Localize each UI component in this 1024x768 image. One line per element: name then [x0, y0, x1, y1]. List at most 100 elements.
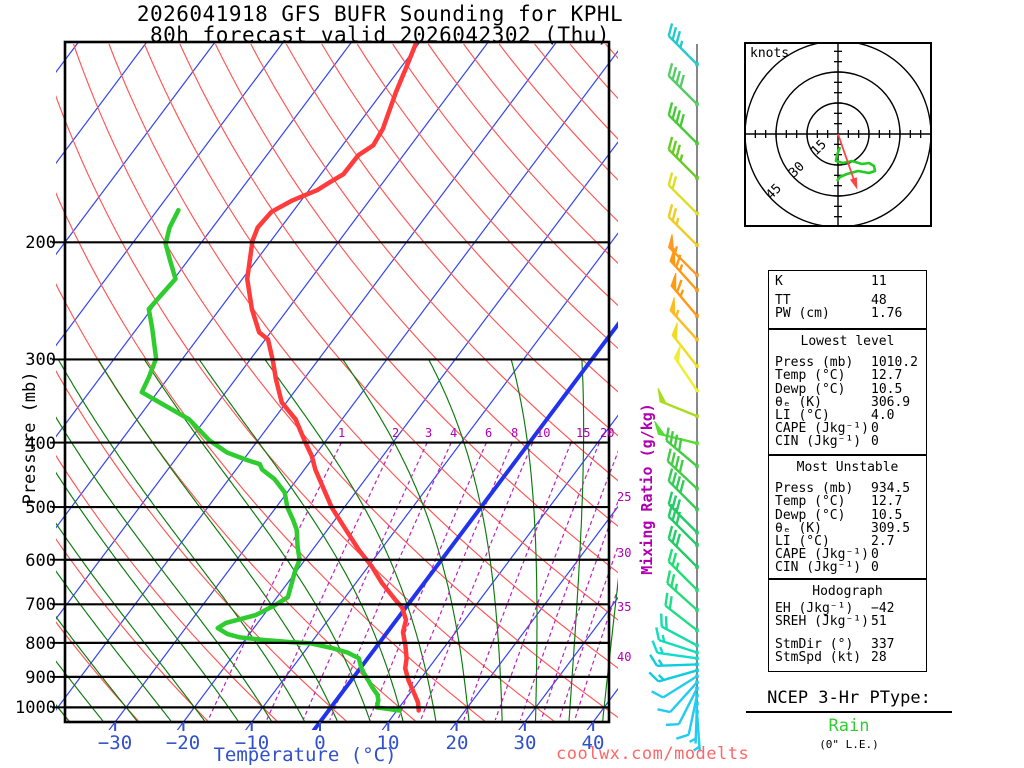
dry-adiabat-line — [56, 454, 280, 724]
stat-row: LI (°C) 2.7 — [775, 535, 926, 548]
plot-border — [63, 40, 611, 724]
stat-label: CAPE (Jkg⁻¹) — [775, 421, 869, 437]
stat-row: Press (mb) 934.5 — [775, 482, 926, 495]
mixing-ratio-line — [540, 499, 618, 721]
isotherm-line — [0, 42, 10, 736]
wind-barb — [670, 272, 699, 318]
stat-label: CIN (Jkg⁻¹) — [775, 434, 862, 450]
mixing-ratio-line — [463, 442, 572, 721]
stat-row: Temp (°C) 12.7 — [775, 369, 926, 382]
stat-value: 0 — [871, 547, 879, 563]
ptype-liquid-equivalent: (0" L.E.) — [819, 738, 879, 751]
isotherm-line — [381, 414, 618, 730]
stat-row: K 11 — [775, 275, 926, 288]
mixing-ratio-label: 6 — [485, 426, 493, 440]
hodograph-units-label: knots — [750, 46, 790, 61]
chart-subtitle: 80h forecast valid 2026042302 (Thu) — [149, 23, 610, 47]
wind-barb — [667, 491, 699, 535]
wind-barb — [664, 592, 699, 633]
wind-barb — [667, 468, 699, 512]
wind-barb — [665, 686, 699, 727]
stat-value: 48 — [871, 293, 887, 309]
stat-value: 0 — [871, 560, 879, 576]
pressure-tick-label: 300 — [25, 350, 56, 370]
stat-row: PW (cm) 1.76 — [775, 307, 926, 320]
isotherm-line — [56, 42, 421, 529]
mixing-ratio-label: 35 — [617, 600, 632, 614]
wind-barb — [666, 448, 699, 491]
stat-value: 1.76 — [871, 306, 903, 322]
stat-value: 0 — [871, 434, 879, 450]
storm-motion-arrow — [837, 133, 856, 184]
dry-adiabat-line — [56, 370, 349, 724]
stat-value: 0 — [871, 421, 879, 437]
stat-label: LI (°C) — [775, 408, 830, 424]
wind-barb — [667, 503, 699, 547]
moist-adiabat-line — [510, 359, 538, 722]
stat-label: CAPE (Jkg⁻¹) — [775, 547, 869, 563]
wind-barb — [669, 247, 699, 292]
dry-adiabat-line — [214, 43, 618, 527]
dry-adiabat-line — [392, 43, 618, 307]
isotherm-line — [56, 42, 557, 711]
wind-barb — [667, 548, 699, 592]
temperature-tick-label: 10 — [376, 732, 400, 754]
wind-barb — [667, 63, 699, 106]
dry-adiabat-line — [356, 43, 618, 350]
stat-label: Press (mb) — [775, 355, 854, 371]
wind-barb — [648, 668, 699, 683]
dry-adiabat-line — [463, 43, 618, 223]
stat-row: StmSpd (kt) 28 — [775, 651, 926, 664]
stat-value: 337 — [871, 636, 895, 652]
temperature-axis-label: Temperature (°C) — [213, 744, 397, 766]
isotherm-line — [56, 42, 489, 620]
dry-adiabat-line — [498, 43, 618, 181]
stat-row: Dewp (°C) 10.5 — [775, 382, 926, 395]
stat-label: TT — [775, 293, 791, 309]
moist-adiabat-line — [56, 522, 206, 723]
chart-title: 2026041918 GFS BUFR Sounding for KPHL — [136, 2, 624, 26]
mixing-ratio-label: 10 — [536, 426, 551, 440]
stat-row: StmDir (°) 337 — [775, 636, 926, 652]
pressure-tick-label: 1000 — [15, 698, 56, 718]
wind-barb — [692, 709, 701, 752]
stat-row: Dewp (°C) 10.5 — [775, 508, 926, 521]
isotherm-line — [176, 141, 618, 730]
temperature-tick-label: −30 — [97, 732, 133, 754]
temperature-tick-label: 0 — [314, 732, 326, 754]
stat-row: CAPE (Jkg⁻¹) 0 — [775, 422, 926, 435]
isotherm-line — [56, 42, 353, 438]
stat-value: 2.7 — [871, 534, 895, 550]
wind-barb — [649, 654, 699, 668]
mixing-ratio-label: 2 — [392, 426, 400, 440]
ptype-value: Rain — [828, 716, 870, 736]
mixing-ratio-line — [368, 442, 487, 721]
wind-barb — [657, 388, 699, 418]
most-unstable-box: Most Unstable Press (mb) 934.5 Temp (°C) 12… — [768, 455, 927, 579]
stat-value: 11 — [871, 274, 887, 289]
temperature-tick-label: −20 — [165, 732, 201, 754]
stat-row: TT 48 — [775, 294, 926, 307]
lowest-level-title: Lowest level — [800, 334, 895, 349]
wind-barb — [673, 345, 699, 393]
mixing-ratio-label: 20 — [600, 426, 615, 440]
wind-barb — [669, 297, 699, 342]
isotherm-line — [56, 42, 216, 256]
stat-label: Temp (°C) — [775, 494, 846, 510]
isotherm-line — [108, 50, 618, 730]
dry-adiabat-line — [56, 94, 557, 724]
stat-row: LI (°C) 4.0 — [775, 409, 926, 422]
mixing-ratio-line — [207, 442, 342, 721]
wind-barb — [667, 172, 699, 216]
stat-label: LI (°C) — [775, 534, 830, 550]
mixing-ratio-line — [420, 442, 534, 721]
wind-barb — [651, 640, 699, 661]
mixing-ratio-label: 15 — [576, 426, 591, 440]
stat-value: 12.7 — [871, 494, 903, 510]
pressure-tick-label: 600 — [25, 551, 56, 571]
pressure-tick-label: 700 — [25, 595, 56, 615]
wind-barb — [667, 23, 699, 67]
